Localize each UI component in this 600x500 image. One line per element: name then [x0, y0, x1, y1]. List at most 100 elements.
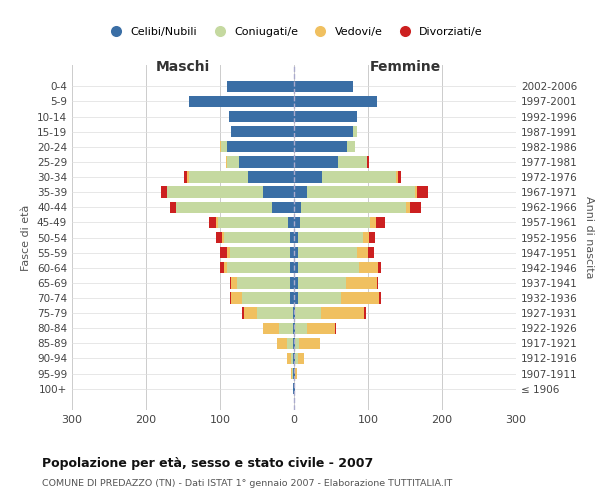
Bar	[294, 368, 295, 379]
Bar	[231, 292, 242, 304]
Bar	[227, 80, 294, 92]
Bar	[346, 277, 377, 288]
Bar	[224, 232, 290, 243]
Bar	[353, 126, 357, 138]
Bar	[295, 368, 297, 379]
Bar	[161, 186, 167, 198]
Bar	[220, 247, 227, 258]
Bar	[294, 292, 298, 304]
Bar	[218, 216, 288, 228]
Bar	[357, 247, 368, 258]
Bar	[231, 126, 294, 138]
Bar	[257, 308, 293, 318]
Bar	[364, 308, 366, 318]
Text: Popolazione per età, sesso e stato civile - 2007: Popolazione per età, sesso e stato civil…	[42, 458, 373, 470]
Bar	[295, 308, 322, 318]
Bar	[170, 202, 176, 213]
Bar	[291, 368, 292, 379]
Bar	[209, 216, 216, 228]
Bar	[290, 232, 294, 243]
Bar	[294, 172, 322, 182]
Bar	[189, 172, 248, 182]
Bar	[307, 186, 415, 198]
Bar	[347, 141, 355, 152]
Bar	[377, 262, 382, 274]
Bar	[367, 156, 369, 168]
Bar	[294, 383, 295, 394]
Bar	[220, 262, 224, 274]
Bar	[294, 186, 307, 198]
Bar	[298, 353, 304, 364]
Text: Maschi: Maschi	[156, 60, 210, 74]
Bar	[230, 247, 290, 258]
Bar	[230, 292, 231, 304]
Bar	[298, 262, 359, 274]
Bar	[396, 172, 398, 182]
Bar	[294, 277, 298, 288]
Bar	[294, 232, 298, 243]
Bar	[294, 80, 353, 92]
Bar	[406, 202, 410, 213]
Bar	[222, 232, 224, 243]
Bar	[301, 202, 406, 213]
Bar	[298, 232, 363, 243]
Bar	[370, 216, 376, 228]
Bar	[244, 308, 257, 318]
Bar	[242, 292, 290, 304]
Bar	[227, 156, 239, 168]
Bar	[299, 338, 320, 349]
Bar	[229, 111, 294, 122]
Bar	[377, 277, 379, 288]
Bar	[277, 338, 287, 349]
Bar	[290, 262, 294, 274]
Bar	[322, 172, 396, 182]
Text: Femmine: Femmine	[370, 60, 440, 74]
Bar	[417, 186, 428, 198]
Bar	[216, 232, 222, 243]
Bar	[376, 216, 385, 228]
Bar	[294, 262, 298, 274]
Bar	[359, 262, 377, 274]
Bar	[295, 353, 298, 364]
Bar	[294, 126, 353, 138]
Bar	[221, 141, 227, 152]
Bar	[293, 383, 294, 394]
Bar	[335, 322, 336, 334]
Bar	[279, 322, 293, 334]
Bar	[226, 156, 227, 168]
Bar	[294, 247, 298, 258]
Bar	[293, 338, 294, 349]
Bar	[291, 353, 293, 364]
Bar	[341, 292, 379, 304]
Bar	[294, 141, 347, 152]
Bar	[242, 308, 244, 318]
Bar	[294, 111, 357, 122]
Y-axis label: Fasce di età: Fasce di età	[22, 204, 31, 270]
Bar	[230, 277, 231, 288]
Bar	[227, 247, 230, 258]
Bar	[298, 277, 346, 288]
Bar	[293, 308, 294, 318]
Bar	[263, 322, 279, 334]
Bar	[287, 353, 291, 364]
Bar	[410, 202, 421, 213]
Bar	[415, 186, 417, 198]
Bar	[293, 368, 294, 379]
Bar	[290, 247, 294, 258]
Bar	[187, 172, 189, 182]
Text: COMUNE DI PREDAZZO (TN) - Dati ISTAT 1° gennaio 2007 - Elaborazione TUTTITALIA.I: COMUNE DI PREDAZZO (TN) - Dati ISTAT 1° …	[42, 478, 452, 488]
Bar	[248, 172, 294, 182]
Bar	[300, 216, 370, 228]
Bar	[295, 338, 299, 349]
Bar	[224, 262, 227, 274]
Bar	[231, 277, 237, 288]
Bar	[307, 322, 335, 334]
Bar	[369, 232, 374, 243]
Bar	[338, 156, 367, 168]
Bar	[239, 156, 294, 168]
Bar	[294, 322, 295, 334]
Bar	[322, 308, 364, 318]
Bar	[294, 338, 295, 349]
Bar	[293, 353, 294, 364]
Y-axis label: Anni di nascita: Anni di nascita	[584, 196, 594, 279]
